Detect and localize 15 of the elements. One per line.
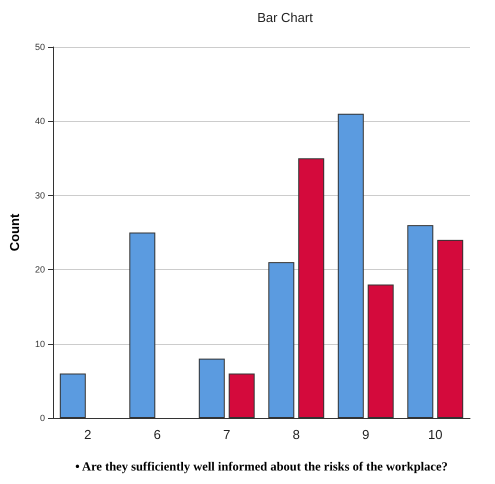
chart-title: Bar Chart bbox=[257, 10, 314, 25]
y-tick-label: 40 bbox=[34, 116, 45, 126]
x-axis-title: • Are they sufficiently well informed about the risks of the workplace? bbox=[75, 460, 448, 474]
x-tick-label: 9 bbox=[362, 427, 370, 442]
y-tick-label: 0 bbox=[40, 413, 45, 423]
x-tick-label: 8 bbox=[292, 427, 300, 442]
y-tick-label: 30 bbox=[34, 190, 45, 200]
x-tick-label: 6 bbox=[154, 427, 161, 442]
y-tick-label: 20 bbox=[34, 264, 45, 275]
y-tick-label: 50 bbox=[34, 42, 45, 52]
x-tick-label: 7 bbox=[223, 427, 230, 442]
y-axis-title: Count bbox=[7, 213, 22, 252]
y-tick-label: 10 bbox=[34, 338, 45, 349]
x-tick-label: 10 bbox=[428, 427, 442, 442]
x-tick-label: 2 bbox=[84, 427, 92, 442]
